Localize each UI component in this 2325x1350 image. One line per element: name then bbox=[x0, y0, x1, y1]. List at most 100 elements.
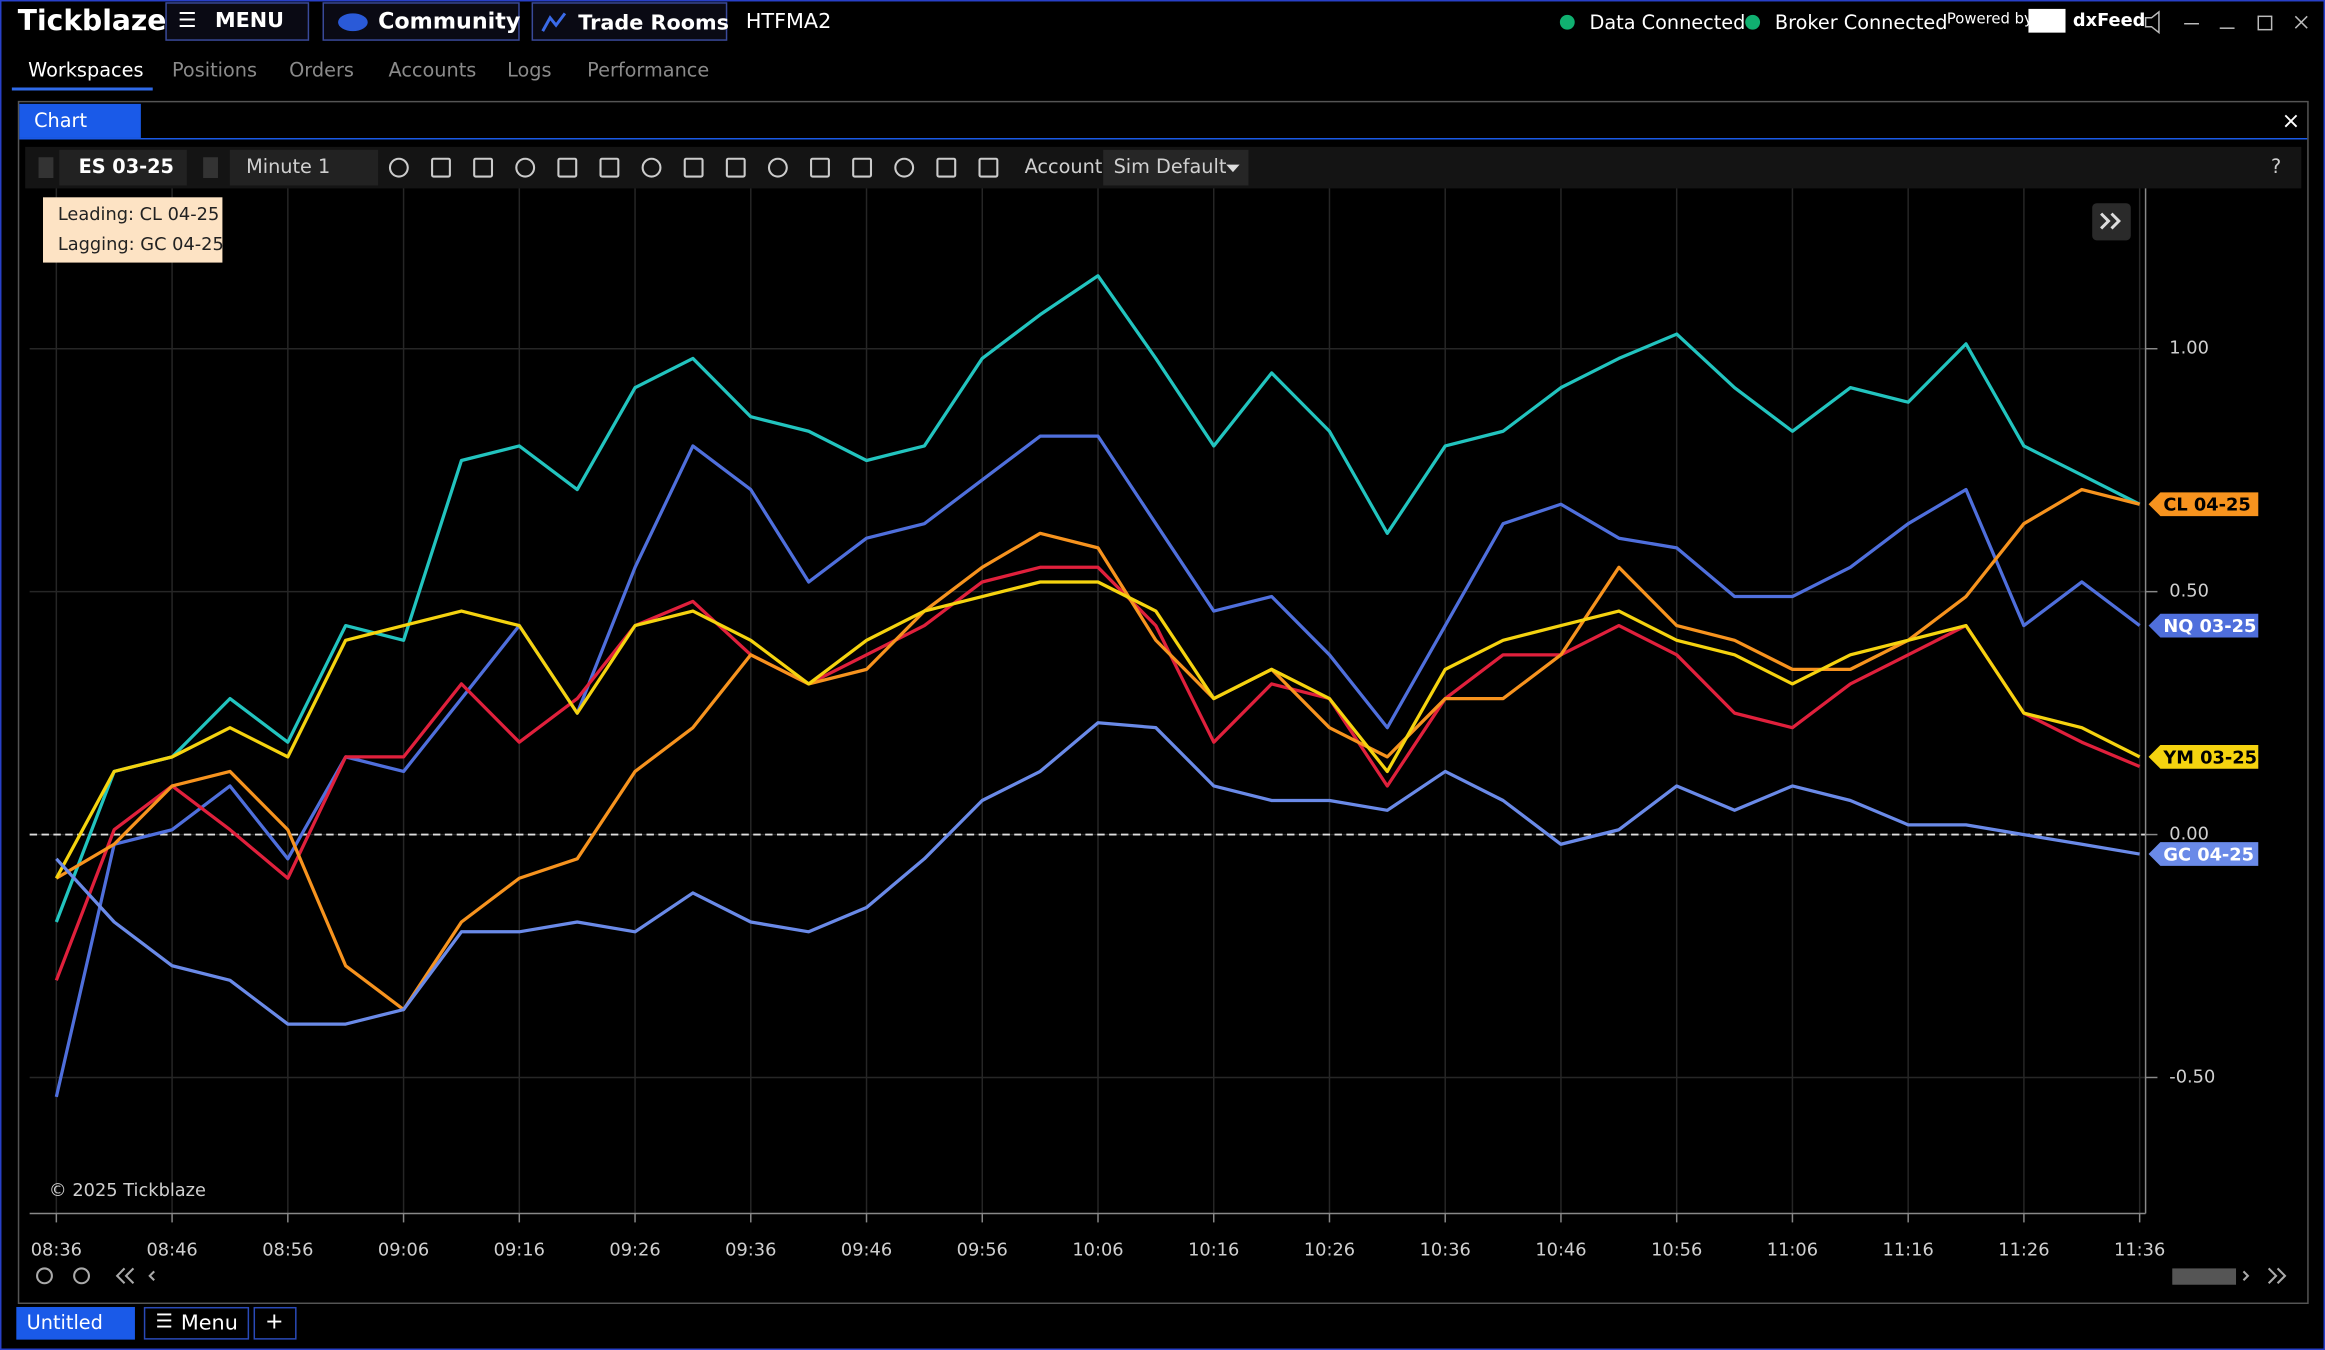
price-tag bbox=[2148, 492, 2259, 517]
tab[interactable]: Performance bbox=[587, 59, 709, 82]
zoom-in[interactable] bbox=[73, 1267, 91, 1285]
close-icon[interactable] bbox=[2294, 15, 2308, 29]
maximize-icon[interactable] bbox=[2257, 15, 2273, 31]
panel-title: Chart bbox=[34, 109, 87, 132]
x-tick-label: 11:26 bbox=[1998, 1240, 2049, 1261]
x-tick-label: 10:06 bbox=[1072, 1240, 1123, 1261]
tool-icon[interactable] bbox=[683, 157, 704, 178]
series-line bbox=[55, 721, 2140, 1026]
add-label: + bbox=[265, 1308, 284, 1334]
price-tag bbox=[2148, 842, 2259, 866]
series-line bbox=[54, 434, 2141, 1098]
tool-icons bbox=[388, 157, 999, 178]
add-workspace[interactable] bbox=[253, 1306, 297, 1340]
price-tag-label: YM 03-25 bbox=[2162, 747, 2257, 768]
data-status: Data Connected bbox=[1590, 11, 1746, 34]
x-tick-label: 10:26 bbox=[1304, 1240, 1355, 1261]
tool-icon[interactable] bbox=[388, 157, 409, 178]
tab[interactable]: Workspaces bbox=[28, 59, 143, 82]
account-label: Account: bbox=[1025, 155, 1109, 178]
workspace-tab[interactable] bbox=[16, 1306, 135, 1340]
cloud-icon bbox=[338, 13, 368, 32]
scroll-right[interactable] bbox=[2242, 1270, 2250, 1282]
tool-icon[interactable] bbox=[810, 157, 830, 178]
interval-box[interactable] bbox=[229, 149, 379, 186]
panel-close[interactable]: × bbox=[2282, 108, 2301, 134]
tool-icon[interactable] bbox=[515, 157, 536, 178]
tool-icon[interactable] bbox=[894, 157, 915, 178]
x-tick-label: 09:36 bbox=[725, 1240, 776, 1261]
tool-icon[interactable] bbox=[599, 157, 620, 178]
scroll-left[interactable] bbox=[148, 1270, 155, 1282]
lagging: Lagging: GC 04-25 bbox=[58, 234, 224, 255]
price-tag bbox=[2148, 613, 2259, 638]
symbol: ES 03-25 bbox=[79, 155, 174, 178]
x-tick-label: 08:56 bbox=[262, 1240, 313, 1261]
x-tick-label: 11:16 bbox=[1883, 1240, 1934, 1261]
scroll-controls bbox=[36, 1267, 2287, 1285]
bottom-menu-icon: ☰ bbox=[156, 1309, 173, 1332]
sound-icon[interactable] bbox=[2144, 10, 2160, 35]
menu-button[interactable] bbox=[165, 2, 310, 41]
trade-icon bbox=[541, 12, 567, 32]
tab[interactable]: Positions bbox=[172, 59, 257, 82]
x-tick-label: 10:16 bbox=[1188, 1240, 1239, 1261]
scrollbar-thumb[interactable] bbox=[2172, 1268, 2237, 1285]
leading: Leading: CL 04-25 bbox=[58, 204, 219, 225]
workspace-code: HTFMA2 bbox=[746, 9, 831, 33]
y-tick-label: 0.00 bbox=[2169, 824, 2209, 845]
series-line bbox=[54, 580, 2141, 880]
chart: 08:36 08:46 08:56 09:06 09:16 09:26 09:36 09:46… bbox=[29, 188, 2259, 1261]
x-tick-label: 09:06 bbox=[378, 1240, 429, 1261]
trade-rooms-button[interactable] bbox=[531, 2, 728, 41]
trade-rooms-label: Trade Rooms bbox=[578, 11, 729, 35]
account-select[interactable] bbox=[1103, 149, 1249, 186]
panel-tab[interactable] bbox=[19, 103, 141, 138]
x-tick-label: 09:46 bbox=[841, 1240, 892, 1261]
menu-icon: ☰ bbox=[178, 8, 197, 32]
tab[interactable]: Accounts bbox=[388, 59, 476, 82]
x-tick-label: 11:06 bbox=[1767, 1240, 1818, 1261]
scroll-start[interactable] bbox=[115, 1267, 135, 1284]
tool-icon[interactable] bbox=[557, 157, 578, 178]
link-toggle[interactable] bbox=[203, 157, 218, 179]
tool-icon[interactable] bbox=[852, 157, 873, 178]
tool-icon[interactable] bbox=[978, 157, 999, 178]
menu-label: MENU bbox=[215, 8, 284, 32]
help[interactable]: ? bbox=[2271, 155, 2281, 178]
broker-status: Broker Connected bbox=[1775, 11, 1948, 34]
x-tick-label: 10:46 bbox=[1535, 1240, 1586, 1261]
tool-icon[interactable] bbox=[936, 157, 957, 178]
feed-logo bbox=[2028, 8, 2066, 33]
bottom-menu[interactable] bbox=[143, 1306, 250, 1340]
scroll-end[interactable] bbox=[2267, 1267, 2287, 1284]
tab[interactable]: Logs bbox=[507, 59, 551, 82]
status-dot bbox=[1559, 14, 1575, 30]
tool-icon[interactable] bbox=[431, 157, 451, 178]
tool-icon[interactable] bbox=[767, 157, 788, 178]
interval: Minute 1 bbox=[246, 155, 330, 178]
symbol-box[interactable] bbox=[59, 149, 187, 186]
account: Sim Default bbox=[1114, 155, 1227, 178]
info-box bbox=[43, 197, 223, 263]
expand-button[interactable] bbox=[2092, 203, 2131, 241]
community-label: Community bbox=[378, 9, 521, 35]
x-tick-label: 10:36 bbox=[1420, 1240, 1471, 1261]
link-toggle[interactable] bbox=[38, 157, 54, 179]
tool-icon[interactable] bbox=[725, 157, 746, 178]
zoom-out[interactable] bbox=[36, 1267, 53, 1285]
bottom-menu-label: Menu bbox=[181, 1310, 238, 1334]
x-tick-label: 11:36 bbox=[2114, 1240, 2165, 1261]
tool-icon[interactable] bbox=[641, 157, 662, 178]
series-line bbox=[54, 274, 2141, 923]
x-tick-label: 08:36 bbox=[31, 1240, 82, 1261]
dropdown-arrow bbox=[1226, 164, 1240, 173]
workspace-name: Untitled bbox=[27, 1311, 103, 1334]
window-controls bbox=[2144, 10, 2308, 35]
tab[interactable]: Orders bbox=[289, 59, 354, 82]
x-tick-label: 09:56 bbox=[957, 1240, 1008, 1261]
tool-icon[interactable] bbox=[473, 157, 494, 178]
